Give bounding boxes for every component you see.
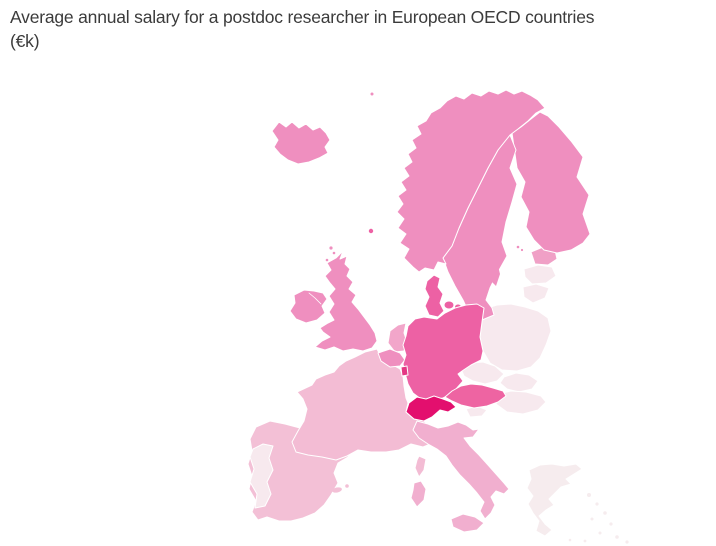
country-luxembourg: [400, 365, 409, 377]
greece-mainland: [526, 463, 583, 537]
country-lithuania: [522, 283, 550, 304]
corsica: [414, 455, 427, 478]
country-norway: [370, 89, 546, 273]
orkney: [325, 258, 329, 262]
italy-mainland: [412, 420, 510, 520]
jan-mayen: [370, 92, 374, 96]
country-greece: [526, 463, 629, 544]
jutland: [424, 274, 445, 318]
country-slovakia: [499, 372, 539, 393]
country-united-kingdom: [314, 246, 378, 352]
sicily: [450, 513, 485, 533]
country-finland: [511, 111, 591, 254]
ni-ireland-border: [308, 292, 322, 305]
country-italy: [410, 420, 510, 533]
shetland-2: [332, 251, 336, 255]
country-iceland: [271, 121, 331, 165]
shetland: [329, 246, 333, 250]
finland-mainland: [511, 111, 591, 254]
norway-mainland: [396, 89, 546, 273]
faroe-islands: [368, 228, 374, 234]
country-denmark: [368, 228, 461, 318]
country-france: [291, 348, 434, 478]
balearic-islands: [325, 484, 349, 496]
country-ireland: [289, 289, 328, 324]
chart-title: Average annual salary for a postdoc rese…: [10, 7, 595, 52]
country-switzerland: [405, 395, 457, 422]
country-austria: [444, 383, 507, 409]
country-portugal: [249, 443, 274, 509]
gotland: [491, 266, 500, 286]
great-britain: [314, 250, 378, 352]
country-belgium: [377, 348, 406, 368]
france-mainland: [291, 348, 434, 461]
zealand: [444, 301, 454, 309]
country-hungary: [495, 390, 547, 415]
sardinia: [410, 480, 427, 508]
country-latvia: [523, 264, 557, 285]
